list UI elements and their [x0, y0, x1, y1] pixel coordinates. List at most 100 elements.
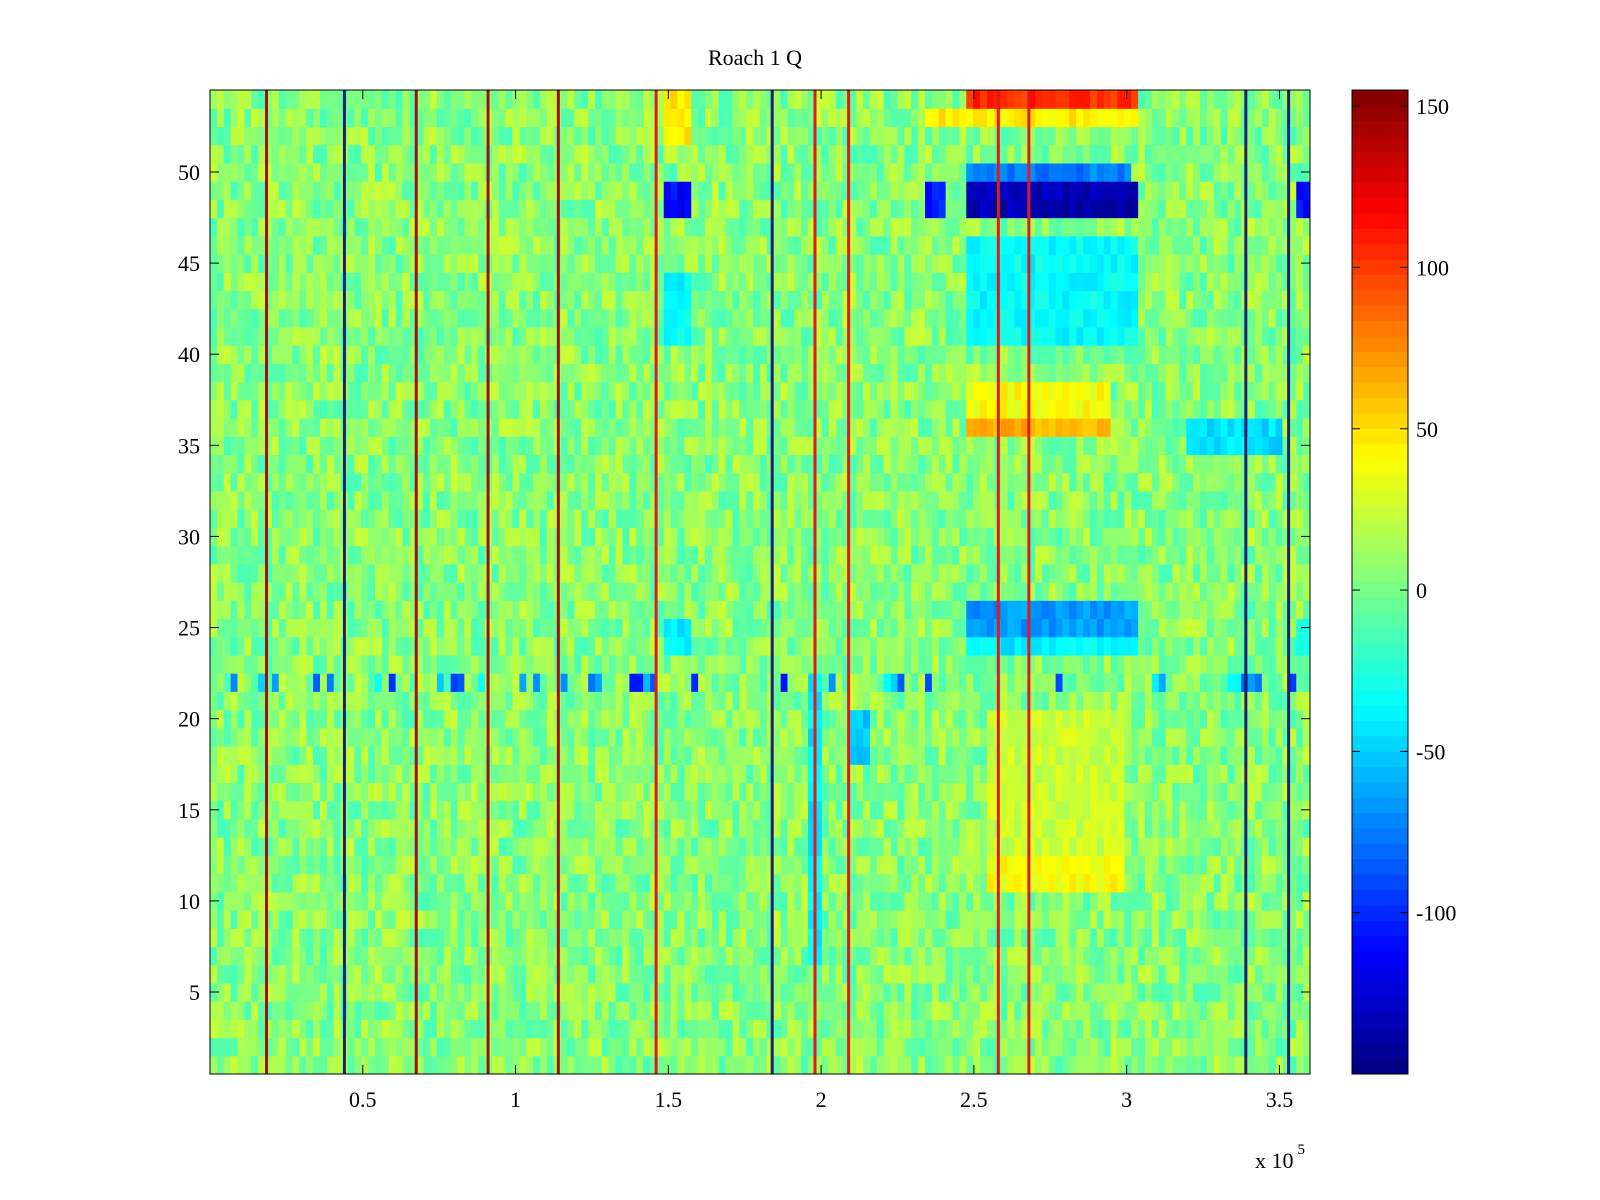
- heatmap-cell: [1021, 563, 1029, 583]
- heatmap-cell: [643, 618, 651, 638]
- heatmap-cell: [1303, 837, 1310, 856]
- heatmap-cell: [1296, 691, 1304, 711]
- heatmap-cell: [938, 891, 947, 911]
- heatmap-cell: [409, 691, 417, 711]
- heatmap-cell: [746, 527, 754, 547]
- heatmap-cell: [973, 800, 981, 820]
- heatmap-cell: [1096, 691, 1105, 711]
- heatmap-cell: [629, 727, 637, 747]
- heatmap-cell: [1110, 1037, 1119, 1057]
- heatmap-cell: [251, 1037, 259, 1057]
- heatmap-cell: [890, 928, 899, 948]
- heatmap-cell: [821, 1019, 830, 1039]
- heatmap-cell: [1268, 746, 1277, 765]
- heatmap-cell: [1103, 582, 1112, 601]
- heatmap-cell: [870, 1037, 878, 1057]
- heatmap-cell: [443, 855, 452, 875]
- heatmap-cell: [1090, 764, 1098, 784]
- heatmap-cell: [210, 600, 218, 620]
- heatmap-cell: [595, 855, 603, 875]
- heatmap-cell: [1131, 764, 1139, 784]
- heatmap-cell: [643, 891, 651, 911]
- heatmap-cell: [911, 582, 919, 601]
- heatmap-cell: [1021, 1001, 1029, 1020]
- heatmap-cell: [1048, 764, 1057, 784]
- heatmap-cell: [1186, 910, 1194, 929]
- heatmap-cell: [278, 673, 287, 692]
- heatmap-cell: [986, 873, 995, 893]
- heatmap-cell: [938, 618, 947, 638]
- heatmap-cell: [1103, 1019, 1112, 1039]
- heatmap-cell: [677, 509, 685, 528]
- heatmap-cell: [650, 764, 658, 784]
- heatmap-cell: [251, 818, 259, 838]
- heatmap-cell: [931, 891, 940, 911]
- heatmap-cell: [952, 946, 960, 966]
- heatmap-cell: [546, 527, 555, 547]
- heatmap-cell: [567, 600, 575, 620]
- heatmap-cell: [705, 1055, 713, 1074]
- heatmap-cell: [904, 891, 912, 911]
- heatmap-cell: [1076, 600, 1084, 620]
- heatmap-cell: [244, 563, 252, 583]
- heatmap-cell: [980, 673, 988, 692]
- heatmap-cell: [505, 654, 514, 674]
- heatmap-cell: [773, 691, 782, 711]
- heatmap-cell: [1021, 910, 1029, 929]
- heatmap-cell: [808, 527, 816, 547]
- heatmap-cell: [1131, 746, 1139, 765]
- heatmap-cell: [911, 563, 919, 583]
- heatmap-cell: [718, 654, 727, 674]
- heatmap-cell: [863, 964, 871, 984]
- heatmap-cell: [1076, 818, 1084, 838]
- heatmap-cell: [464, 782, 472, 802]
- heatmap-cell: [395, 1055, 404, 1074]
- heatmap-cell: [883, 964, 892, 984]
- heatmap-cell: [560, 509, 569, 528]
- heatmap-cell: [643, 527, 651, 547]
- heatmap-cell: [904, 1001, 912, 1020]
- heatmap-cell: [1165, 709, 1174, 729]
- heatmap-cell: [567, 873, 575, 893]
- heatmap-cell: [1021, 709, 1029, 729]
- heatmap-cell: [395, 563, 404, 583]
- heatmap-cell: [1000, 673, 1009, 692]
- heatmap-cell: [938, 1037, 947, 1057]
- heatmap-cell: [430, 982, 438, 1002]
- heatmap-cell: [361, 928, 369, 948]
- heatmap-cell: [828, 982, 837, 1002]
- heatmap-cell: [1165, 636, 1174, 656]
- heatmap-cell: [1041, 764, 1050, 784]
- heatmap-cell: [216, 928, 225, 948]
- heatmap-cell: [1275, 654, 1284, 674]
- heatmap-cell: [519, 764, 527, 784]
- heatmap-cell: [1165, 727, 1174, 747]
- heatmap-cell: [333, 618, 342, 638]
- heatmap-cell: [1055, 818, 1064, 838]
- heatmap-cell: [1096, 946, 1105, 966]
- heatmap-cell: [622, 982, 630, 1002]
- heatmap-cell: [801, 1055, 809, 1074]
- heatmap-cell: [1124, 709, 1132, 729]
- heatmap-cell: [739, 910, 747, 929]
- heatmap-cell: [952, 709, 960, 729]
- heatmap-cell: [952, 910, 960, 929]
- heatmap-cell: [560, 636, 569, 656]
- heatmap-cell: [361, 910, 369, 929]
- heatmap-cell: [760, 855, 768, 875]
- heatmap-cell: [986, 1001, 995, 1020]
- heatmap-cell: [265, 782, 273, 802]
- heatmap-cell: [347, 891, 355, 911]
- heatmap-cell: [808, 582, 816, 601]
- heatmap-cell: [1282, 673, 1290, 692]
- heatmap-cell: [1227, 673, 1235, 692]
- heatmap-cell: [904, 582, 912, 601]
- heatmap-cell: [505, 673, 514, 692]
- heatmap-cell: [1076, 746, 1084, 765]
- heatmap-cell: [601, 509, 610, 528]
- heatmap-cell: [306, 928, 314, 948]
- heatmap-cell: [1110, 800, 1119, 820]
- heatmap-cell: [705, 764, 713, 784]
- heatmap-cell: [223, 509, 232, 528]
- heatmap-cell: [210, 764, 218, 784]
